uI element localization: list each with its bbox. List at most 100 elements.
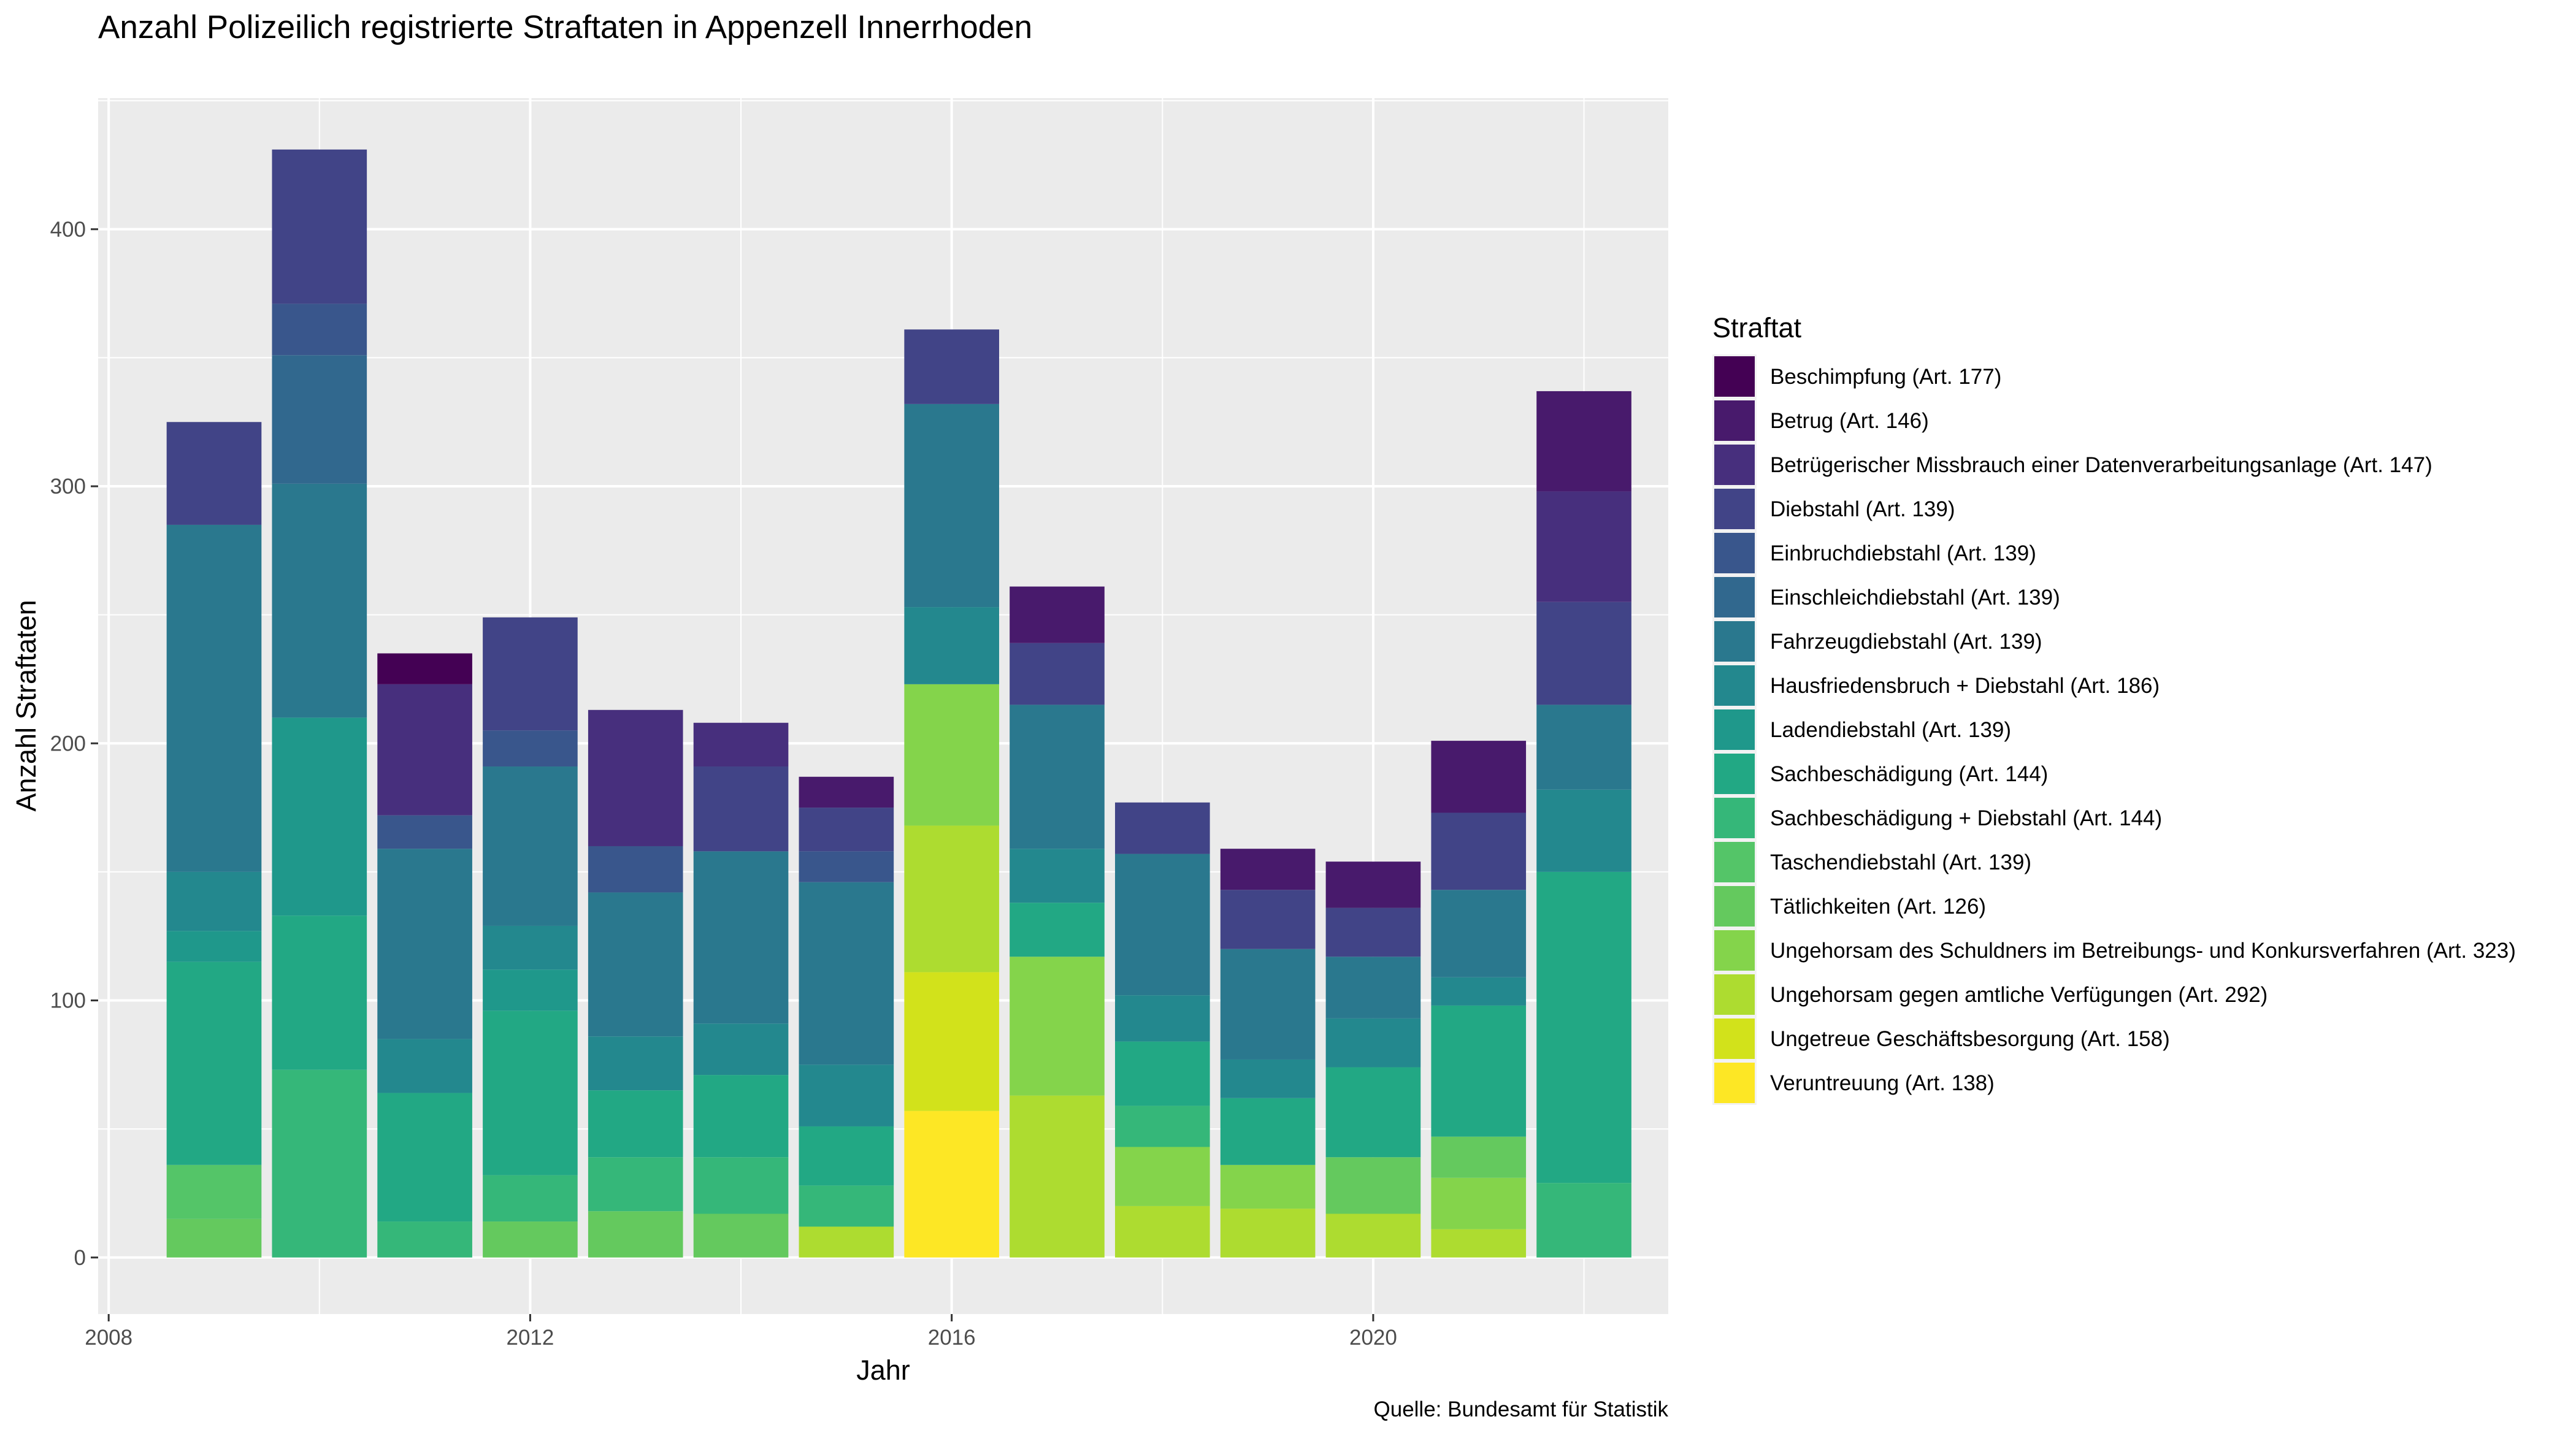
bar-segment: [377, 684, 472, 816]
bar-segment: [799, 776, 894, 808]
bar-segment: [799, 882, 894, 1065]
bar-segment: [1220, 849, 1316, 890]
bar-segment: [904, 607, 999, 684]
bar-segment: [483, 730, 578, 767]
x-tick-label: 2008: [85, 1326, 132, 1350]
bar-segment: [1536, 789, 1631, 872]
legend-key: [1714, 798, 1755, 838]
bar-segment: [1010, 957, 1105, 1096]
bar-segment: [1114, 1147, 1210, 1206]
bar-segment: [693, 1075, 789, 1158]
bar-segment: [1431, 1005, 1527, 1137]
bar-segment: [1325, 862, 1421, 908]
bar-segment: [377, 849, 472, 1039]
legend-label: Einschleichdiebstahl (Art. 139): [1770, 586, 2060, 610]
bar-segment: [1220, 890, 1316, 949]
chart-title: Anzahl Polizeilich registrierte Straftat…: [98, 9, 1032, 45]
bar-segment: [1431, 741, 1527, 813]
bar-segment: [483, 1175, 578, 1222]
bar-segment: [1536, 391, 1631, 492]
bar-segment: [588, 1090, 683, 1158]
legend-key: [1714, 577, 1755, 617]
bar-segment: [904, 1110, 999, 1258]
bar-segment: [1325, 908, 1421, 957]
bar-segment: [1431, 1136, 1527, 1178]
bar-segment: [377, 815, 472, 849]
bar-segment: [1114, 995, 1210, 1042]
bar-segment: [166, 871, 262, 931]
bar-segment: [377, 1093, 472, 1222]
bar-segment: [1220, 1209, 1316, 1258]
bar-segment: [272, 355, 367, 484]
legend-label: Ungehorsam des Schuldners im Betreibungs…: [1770, 939, 2516, 963]
bar-segment: [904, 684, 999, 826]
bar-segment: [1010, 586, 1105, 643]
legend-key: [1714, 1063, 1755, 1103]
bar-segment: [1220, 1098, 1316, 1165]
bar-segment: [377, 653, 472, 684]
y-tick-label: 400: [50, 218, 86, 242]
legend: Straftat Beschimpfung (Art. 177) Betrug (…: [1712, 312, 2516, 1105]
bar-segment: [272, 915, 367, 1070]
bar-segment: [1114, 1041, 1210, 1106]
bar-segment: [904, 825, 999, 973]
bar-segment: [1325, 1067, 1421, 1158]
bar-segment: [166, 422, 262, 525]
x-tick-label: 2012: [506, 1326, 554, 1350]
bar-segment: [1325, 1018, 1421, 1068]
legend-key: [1714, 1018, 1755, 1059]
bars-layer: [166, 149, 1631, 1258]
x-tick-label: 2020: [1349, 1326, 1397, 1350]
legend-key: [1714, 489, 1755, 529]
legend-label: Betrug (Art. 146): [1770, 409, 1929, 433]
bar-segment: [1010, 1095, 1105, 1258]
legend-key: [1714, 400, 1755, 441]
legend-key: [1714, 886, 1755, 927]
bar-segment: [1536, 1183, 1631, 1258]
bar-segment: [483, 969, 578, 1011]
bar-segment: [1431, 1229, 1527, 1258]
bar-segment: [272, 1069, 367, 1258]
bar-segment: [799, 1185, 894, 1227]
y-axis-title: Anzahl Straftaten: [10, 600, 42, 811]
x-axis-title: Jahr: [856, 1355, 910, 1386]
bar-segment: [693, 722, 789, 767]
bar-segment: [588, 1211, 683, 1258]
legend-key: [1714, 621, 1755, 662]
bar-segment: [904, 403, 999, 608]
bar-segment: [1431, 812, 1527, 890]
y-tick-label: 200: [50, 732, 86, 755]
y-tick-label: 300: [50, 475, 86, 499]
bar-segment: [1536, 602, 1631, 705]
legend-label: Beschimpfung (Art. 177): [1770, 365, 2001, 389]
legend-label: Diebstahl (Art. 139): [1770, 497, 1955, 521]
legend-label: Sachbeschädigung + Diebstahl (Art. 144): [1770, 806, 2162, 830]
bar-segment: [693, 1213, 789, 1258]
bar-segment: [483, 617, 578, 731]
legend-key: [1714, 842, 1755, 882]
bar-segment: [272, 483, 367, 718]
bar-segment: [1220, 949, 1316, 1060]
bar-segment: [377, 1221, 472, 1258]
bar-segment: [799, 851, 894, 882]
bar-segment: [693, 851, 789, 1024]
legend-label: Sachbeschädigung (Art. 144): [1770, 762, 2048, 786]
bar-segment: [1010, 849, 1105, 903]
bar-segment: [904, 972, 999, 1111]
legend-key: [1714, 533, 1755, 573]
bar-segment: [483, 1221, 578, 1258]
bar-segment: [588, 846, 683, 893]
bar-segment: [693, 766, 789, 852]
x-tick-label: 2016: [928, 1326, 976, 1350]
bar-segment: [483, 1011, 578, 1175]
bar-segment: [588, 892, 683, 1037]
bar-segment: [166, 1218, 262, 1258]
bar-segment: [799, 808, 894, 852]
bar-segment: [272, 149, 367, 304]
y-tick-label: 0: [74, 1246, 86, 1270]
bar-segment: [1325, 957, 1421, 1018]
bar-segment: [799, 1226, 894, 1258]
bar-segment: [1010, 903, 1105, 957]
legend-key: [1714, 930, 1755, 971]
